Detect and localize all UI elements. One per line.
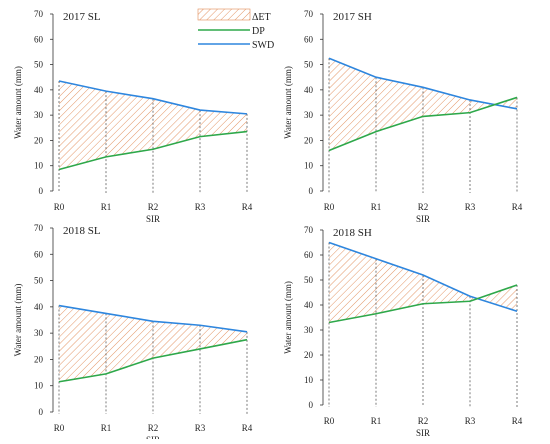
et-area xyxy=(329,242,517,323)
y-tick-label: 50 xyxy=(304,60,314,70)
y-tick-label: 10 xyxy=(34,161,44,171)
y-tick-label: 50 xyxy=(34,276,44,286)
y-tick-label: 10 xyxy=(304,161,314,171)
chart-panel-3: 0 10 20 30 40 50 60 70 Water amount (mm) R0 R1 R2 R3… xyxy=(13,223,253,444)
y-tick-label: 30 xyxy=(34,110,44,120)
legend-et-swatch xyxy=(197,8,251,21)
x-tick-label: R4 xyxy=(242,202,253,212)
series-line-swd xyxy=(328,241,518,313)
chart-panel-1: 0 10 20 30 40 50 60 70 Water amount (mm) R0 R1 R2 R3… xyxy=(13,9,253,224)
y-tick-label: 60 xyxy=(304,250,314,260)
chart-panel-2: 0 10 20 30 40 50 60 70 Water amount (mm) R0 R1 R2 R3… xyxy=(283,9,523,224)
x-tick-label: R0 xyxy=(54,202,65,212)
x-tick-label: R1 xyxy=(371,202,382,212)
y-tick-label: 70 xyxy=(304,225,314,235)
y-tick-label: 50 xyxy=(34,60,44,70)
legend-swd-label: SWD xyxy=(252,40,274,51)
panel-title: 2018 SL xyxy=(63,225,101,237)
x-tick-label: R2 xyxy=(418,416,429,426)
x-tick-label: R1 xyxy=(101,423,112,433)
x-tick-label: R0 xyxy=(54,423,65,433)
y-tick-label: 60 xyxy=(34,249,44,259)
series-line-dp xyxy=(328,284,518,324)
y-tick-label: 30 xyxy=(304,325,314,335)
x-tick-label: R4 xyxy=(242,423,253,433)
x-tick-label: R4 xyxy=(512,416,523,426)
x-axis-label: SIR xyxy=(416,428,430,438)
legend: ΔET DP SWD xyxy=(197,8,274,51)
y-tick-label: 0 xyxy=(309,400,314,410)
x-tick-label: R3 xyxy=(465,416,476,426)
x-tick-label: R0 xyxy=(324,416,335,426)
panel-title: 2018 SH xyxy=(333,227,372,239)
y-tick-label: 10 xyxy=(34,381,44,391)
chart-panel-4: 0 10 20 30 40 50 60 70 Water amount (mm) R0 R1 R2 R3… xyxy=(283,225,523,438)
x-tick-label: R3 xyxy=(195,202,206,212)
series-line-swd xyxy=(58,304,248,333)
y-axis-label: Water amount (mm) xyxy=(283,281,293,354)
y-tick-label: 50 xyxy=(304,275,314,285)
y-tick-label: 20 xyxy=(304,350,314,360)
series-line-dp xyxy=(328,96,518,152)
y-tick-label: 20 xyxy=(34,354,44,364)
y-tick-label: 40 xyxy=(304,85,314,95)
y-tick-label: 70 xyxy=(304,9,314,19)
series-line-swd xyxy=(58,80,248,115)
panel-title: 2017 SH xyxy=(333,11,372,23)
x-tick-label: R3 xyxy=(195,423,206,433)
y-tick-label: 40 xyxy=(34,302,44,312)
y-tick-label: 0 xyxy=(309,186,314,196)
y-tick-label: 60 xyxy=(34,34,44,44)
x-tick-label: R1 xyxy=(371,416,382,426)
y-tick-label: 20 xyxy=(34,135,44,145)
series-line-swd xyxy=(328,57,518,110)
y-tick-label: 70 xyxy=(34,9,44,19)
x-tick-label: R2 xyxy=(148,202,159,212)
y-tick-label: 60 xyxy=(304,34,314,44)
y-axis-label: Water amount (mm) xyxy=(283,66,293,139)
y-tick-label: 30 xyxy=(34,328,44,338)
y-tick-label: 40 xyxy=(34,85,44,95)
series-line-dp xyxy=(58,130,248,171)
x-axis-label: SIR xyxy=(146,435,160,439)
x-axis-label: SIR xyxy=(146,214,160,224)
y-tick-label: 10 xyxy=(304,375,314,385)
x-tick-label: R2 xyxy=(418,202,429,212)
y-tick-label: 40 xyxy=(304,300,314,310)
legend-et-label: ΔET xyxy=(252,12,271,23)
y-tick-label: 30 xyxy=(304,110,314,120)
x-tick-label: R3 xyxy=(465,202,476,212)
y-axis-label: Water amount (mm) xyxy=(13,284,23,357)
x-tick-label: R4 xyxy=(512,202,523,212)
legend-dp-label: DP xyxy=(252,26,265,37)
x-axis-label: SIR xyxy=(416,214,430,224)
y-axis-label: Water amount (mm) xyxy=(13,66,23,139)
x-tick-label: R0 xyxy=(324,202,335,212)
series-line-dp xyxy=(58,338,248,383)
y-tick-label: 70 xyxy=(34,223,44,233)
y-tick-label: 0 xyxy=(39,186,44,196)
x-tick-label: R1 xyxy=(101,202,112,212)
y-tick-label: 20 xyxy=(304,135,314,145)
y-tick-label: 0 xyxy=(39,407,44,417)
x-tick-label: R2 xyxy=(148,423,159,433)
panel-title: 2017 SL xyxy=(63,11,101,23)
